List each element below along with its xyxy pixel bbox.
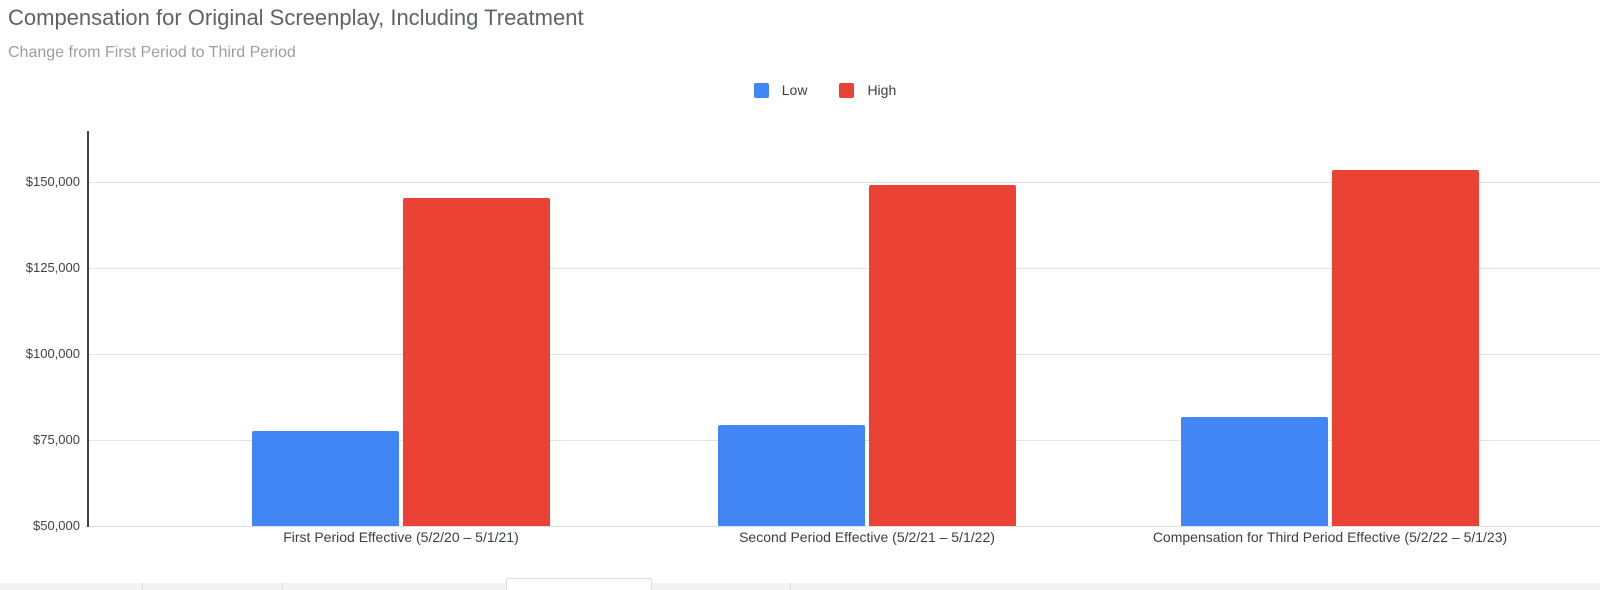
gridline-150000: [88, 182, 1600, 183]
tab-divider: [790, 583, 791, 590]
legend-label-low: Low: [781, 82, 808, 98]
bar-low-group-3: [1181, 416, 1328, 526]
legend-label-high: High: [867, 82, 897, 98]
x-axis-category-label: First Period Effective (5/2/20 – 5/1/21): [283, 529, 519, 545]
bar-high-group-2: [869, 185, 1016, 526]
high-series-swatch-icon: [839, 82, 855, 98]
tab-divider: [142, 583, 143, 590]
x-axis-category-label: Second Period Effective (5/2/21 – 5/1/22…: [739, 529, 995, 545]
x-axis-category-label: Compensation for Third Period Effective …: [1152, 529, 1508, 545]
bar-low-group-1: [252, 431, 399, 526]
sheet-tab-1[interactable]: [0, 583, 142, 590]
y-axis-tick-label: $125,000: [25, 260, 80, 275]
legend-item-low[interactable]: Low: [753, 82, 808, 98]
low-series-swatch-icon: [753, 82, 769, 98]
y-axis-tick-label: $50,000: [33, 518, 80, 533]
gridline-125000: [88, 268, 1600, 269]
legend-item-high[interactable]: High: [839, 82, 896, 98]
bar-high-group-1: [403, 197, 550, 526]
gridline-100000: [88, 354, 1600, 355]
chart-subtitle: Change from First Period to Third Period: [8, 44, 296, 61]
tab-divider: [282, 583, 283, 590]
sheet-tab-5[interactable]: [791, 583, 1600, 590]
bar-low-group-2: [718, 424, 865, 526]
y-axis-tick-label: $100,000: [25, 346, 80, 361]
sheet-tab-2[interactable]: [143, 583, 282, 590]
y-axis-tick-label: $150,000: [25, 174, 80, 189]
sheet-tab-3[interactable]: [283, 583, 506, 590]
chart-title: Compensation for Original Screenplay, In…: [8, 5, 584, 30]
gridline-50000: [88, 526, 1600, 527]
sheet-tab-4[interactable]: [652, 583, 790, 590]
legend: Low High: [0, 82, 1600, 98]
y-axis-tick-label: $75,000: [33, 432, 80, 447]
y-axis-line: [87, 131, 89, 527]
sheet-tab-active[interactable]: [506, 578, 652, 590]
bar-high-group-3: [1332, 169, 1479, 526]
sheet-tab-bar: [0, 583, 1600, 590]
